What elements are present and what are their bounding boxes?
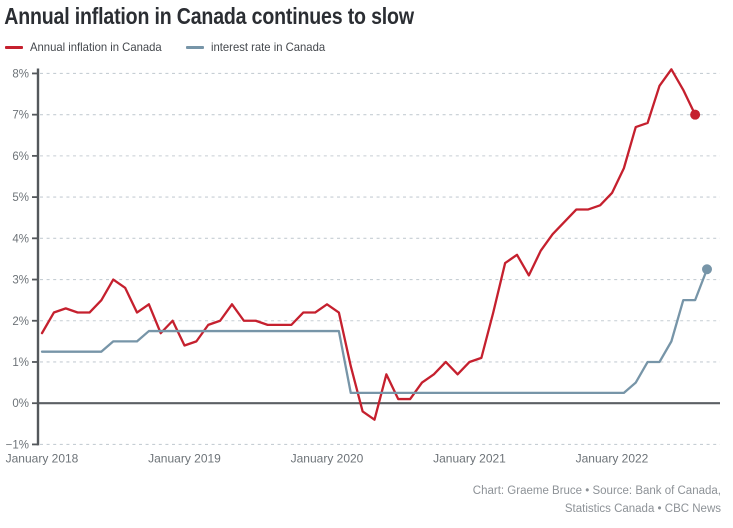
y-tick-label-6: 6% [12, 151, 29, 163]
inflation-line-swatch [5, 45, 23, 49]
interest-rate-in-canada-end-dot [702, 264, 712, 275]
annual-inflation-in-canada-end-dot [690, 109, 701, 120]
legend-item-inflation: Annual inflation in Canada [5, 40, 170, 54]
annual-inflation-in-canada-line [40, 68, 697, 421]
x-tick-label-january-2022: January 2022 [576, 451, 649, 465]
y-tick-label-2: 2% [12, 316, 29, 328]
x-tick-label-january-2020: January 2020 [291, 451, 364, 465]
page-title: Annual inflation in Canada continues to … [4, 3, 414, 29]
x-tick-label-january-2021: January 2021 [433, 451, 506, 465]
x-tick-label-january-2019: January 2019 [148, 451, 221, 465]
interest-rate-line-swatch [186, 45, 205, 49]
x-tick-label-january-2018: January 2018 [6, 451, 79, 465]
y-tick-label-5: 5% [12, 192, 29, 204]
y-tick-label--1: −1% [6, 439, 29, 451]
legend-item-interest-rate: interest rate in Canada [186, 40, 332, 54]
line-chart: 8% 7% 6% 5% 4% 3% 2% 1% 0% −1%January 2018 January… [6, 68, 720, 465]
legend-label-inflation: Annual inflation in Canada [30, 40, 162, 54]
y-tick-label-7: 7% [12, 110, 29, 122]
legend: Annual inflation in Canada interest rate… [5, 39, 733, 55]
legend-label-interest-rate: interest rate in Canada [211, 40, 326, 54]
y-tick-label-8: 8% [12, 68, 29, 80]
attribution-line-2: Statistics Canada • CBC News [564, 503, 721, 515]
chart-attribution: Chart: Graeme Bruce • Source: Bank of Ca… [473, 482, 721, 518]
y-tick-label-3: 3% [12, 275, 29, 287]
y-tick-label-1: 1% [12, 357, 29, 369]
y-tick-label-4: 4% [12, 233, 29, 245]
attribution-line-1: Chart: Graeme Bruce • Source: Bank of Ca… [472, 485, 721, 497]
chart-area: 8% 7% 6% 5% 4% 3% 2% 1% 0% −1% January 2018 January… [0, 54, 733, 474]
y-tick-label-0: 0% [12, 398, 29, 410]
interest-rate-in-canada-line [40, 268, 709, 395]
